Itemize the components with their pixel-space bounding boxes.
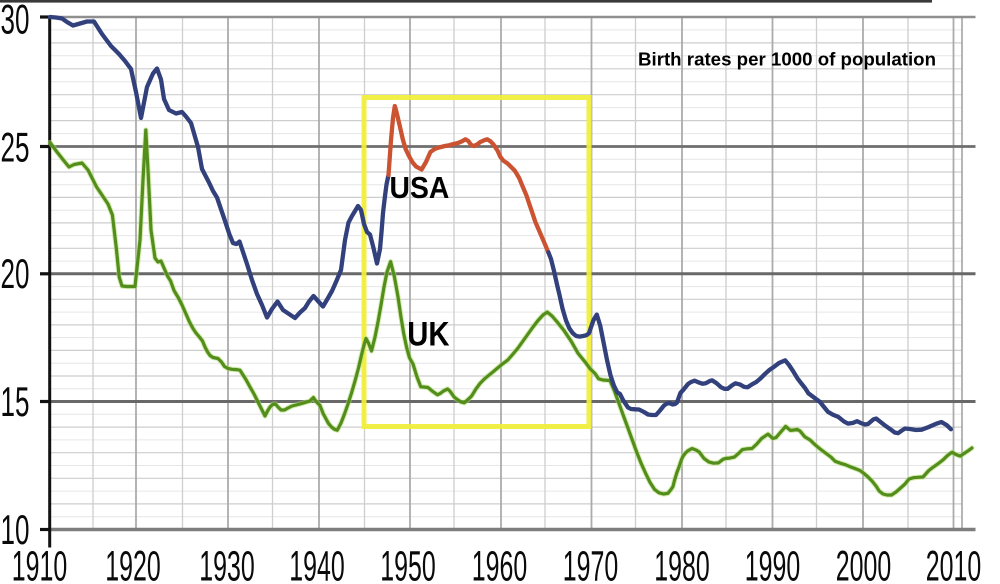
svg-text:USA: USA: [390, 171, 450, 205]
svg-text:15: 15: [1, 379, 30, 426]
svg-text:30: 30: [1, 0, 30, 43]
svg-text:1980: 1980: [654, 543, 709, 584]
svg-text:25: 25: [1, 124, 30, 171]
svg-text:1960: 1960: [472, 543, 527, 584]
svg-text:2000: 2000: [836, 543, 891, 584]
svg-text:2010: 2010: [926, 543, 981, 584]
svg-text:1920: 1920: [105, 543, 160, 584]
svg-text:20: 20: [1, 251, 30, 298]
svg-text:1950: 1950: [380, 543, 435, 584]
svg-text:UK: UK: [407, 314, 449, 353]
svg-text:1990: 1990: [745, 543, 800, 584]
svg-text:10: 10: [1, 507, 30, 554]
svg-text:1930: 1930: [199, 543, 254, 584]
svg-text:1970: 1970: [563, 543, 618, 584]
svg-text:1940: 1940: [289, 543, 344, 584]
svg-text:Birth rates per 1000 of popula: Birth rates per 1000 of population: [638, 49, 936, 70]
svg-text:1910: 1910: [12, 543, 67, 584]
